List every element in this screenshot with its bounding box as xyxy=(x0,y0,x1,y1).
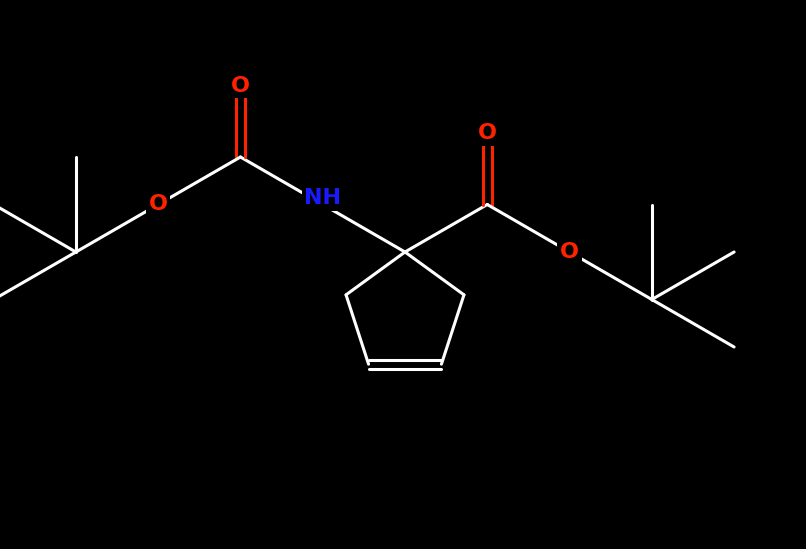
Text: O: O xyxy=(478,123,496,143)
Text: O: O xyxy=(560,242,579,262)
Text: NH: NH xyxy=(304,188,341,209)
Text: O: O xyxy=(148,194,168,215)
Text: O: O xyxy=(231,76,250,96)
